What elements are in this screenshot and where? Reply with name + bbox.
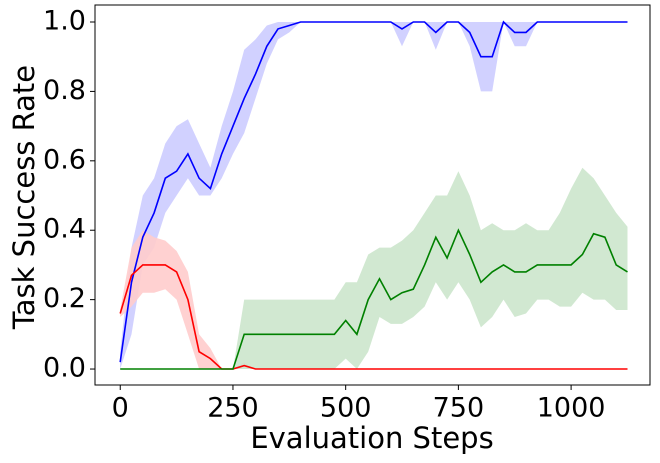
y-tick-label: 1.0 — [43, 6, 86, 37]
x-tick-label: 0 — [112, 393, 129, 424]
x-axis-label: Evaluation Steps — [250, 421, 493, 455]
series-line — [120, 228, 628, 370]
plot-frame — [94, 4, 651, 386]
y-tick-label: 0.4 — [43, 214, 86, 245]
y-tick-label: 0.8 — [43, 75, 86, 106]
y-tick-label: 0.0 — [43, 353, 86, 384]
series-line — [119, 264, 628, 370]
x-tick-label: 1000 — [537, 393, 606, 424]
series-line — [119, 20, 628, 363]
x-tick-label: 750 — [433, 393, 485, 424]
y-axis-label: Task Success Rate — [7, 65, 41, 330]
x-tick-label: 250 — [207, 393, 259, 424]
x-tick-label: 500 — [320, 393, 372, 424]
confidence-band — [120, 167, 628, 369]
y-tick-label: 0.2 — [43, 283, 86, 314]
confidence-band — [120, 22, 628, 369]
y-tick-label: 0.6 — [43, 144, 86, 175]
